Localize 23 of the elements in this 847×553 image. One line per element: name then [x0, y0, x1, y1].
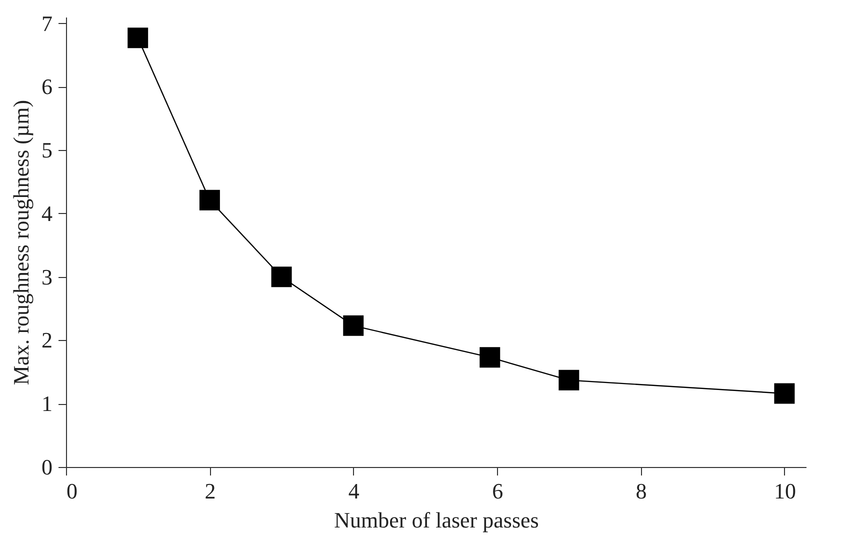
- y-tick-label: 4: [42, 200, 52, 226]
- y-axis-title: Max. roughness roughness (µm): [8, 100, 34, 386]
- point: [343, 315, 364, 336]
- y-tick-label: 2: [42, 328, 52, 353]
- x-tick-label: 6: [492, 478, 504, 504]
- y-tick-label: 0: [42, 454, 52, 480]
- y-tick-label: 6: [42, 74, 52, 100]
- x-tick-label: 0: [66, 478, 78, 504]
- point: [558, 370, 580, 390]
- x-tick-label: 10: [774, 478, 796, 504]
- point: [480, 347, 500, 368]
- y-tick-label: 1: [42, 391, 52, 416]
- point: [774, 383, 795, 404]
- y-tick-label: 7: [42, 10, 52, 36]
- x-axis-title: Number of laser passes: [334, 508, 539, 532]
- x-tick-label: 2: [204, 478, 216, 504]
- point: [128, 28, 148, 48]
- x-tick-label: 4: [348, 478, 360, 504]
- point: [199, 190, 220, 210]
- x-tick-label: 8: [636, 478, 647, 504]
- y-tick-label: 3: [42, 264, 52, 290]
- point: [271, 266, 292, 288]
- y-tick-label: 5: [42, 138, 52, 163]
